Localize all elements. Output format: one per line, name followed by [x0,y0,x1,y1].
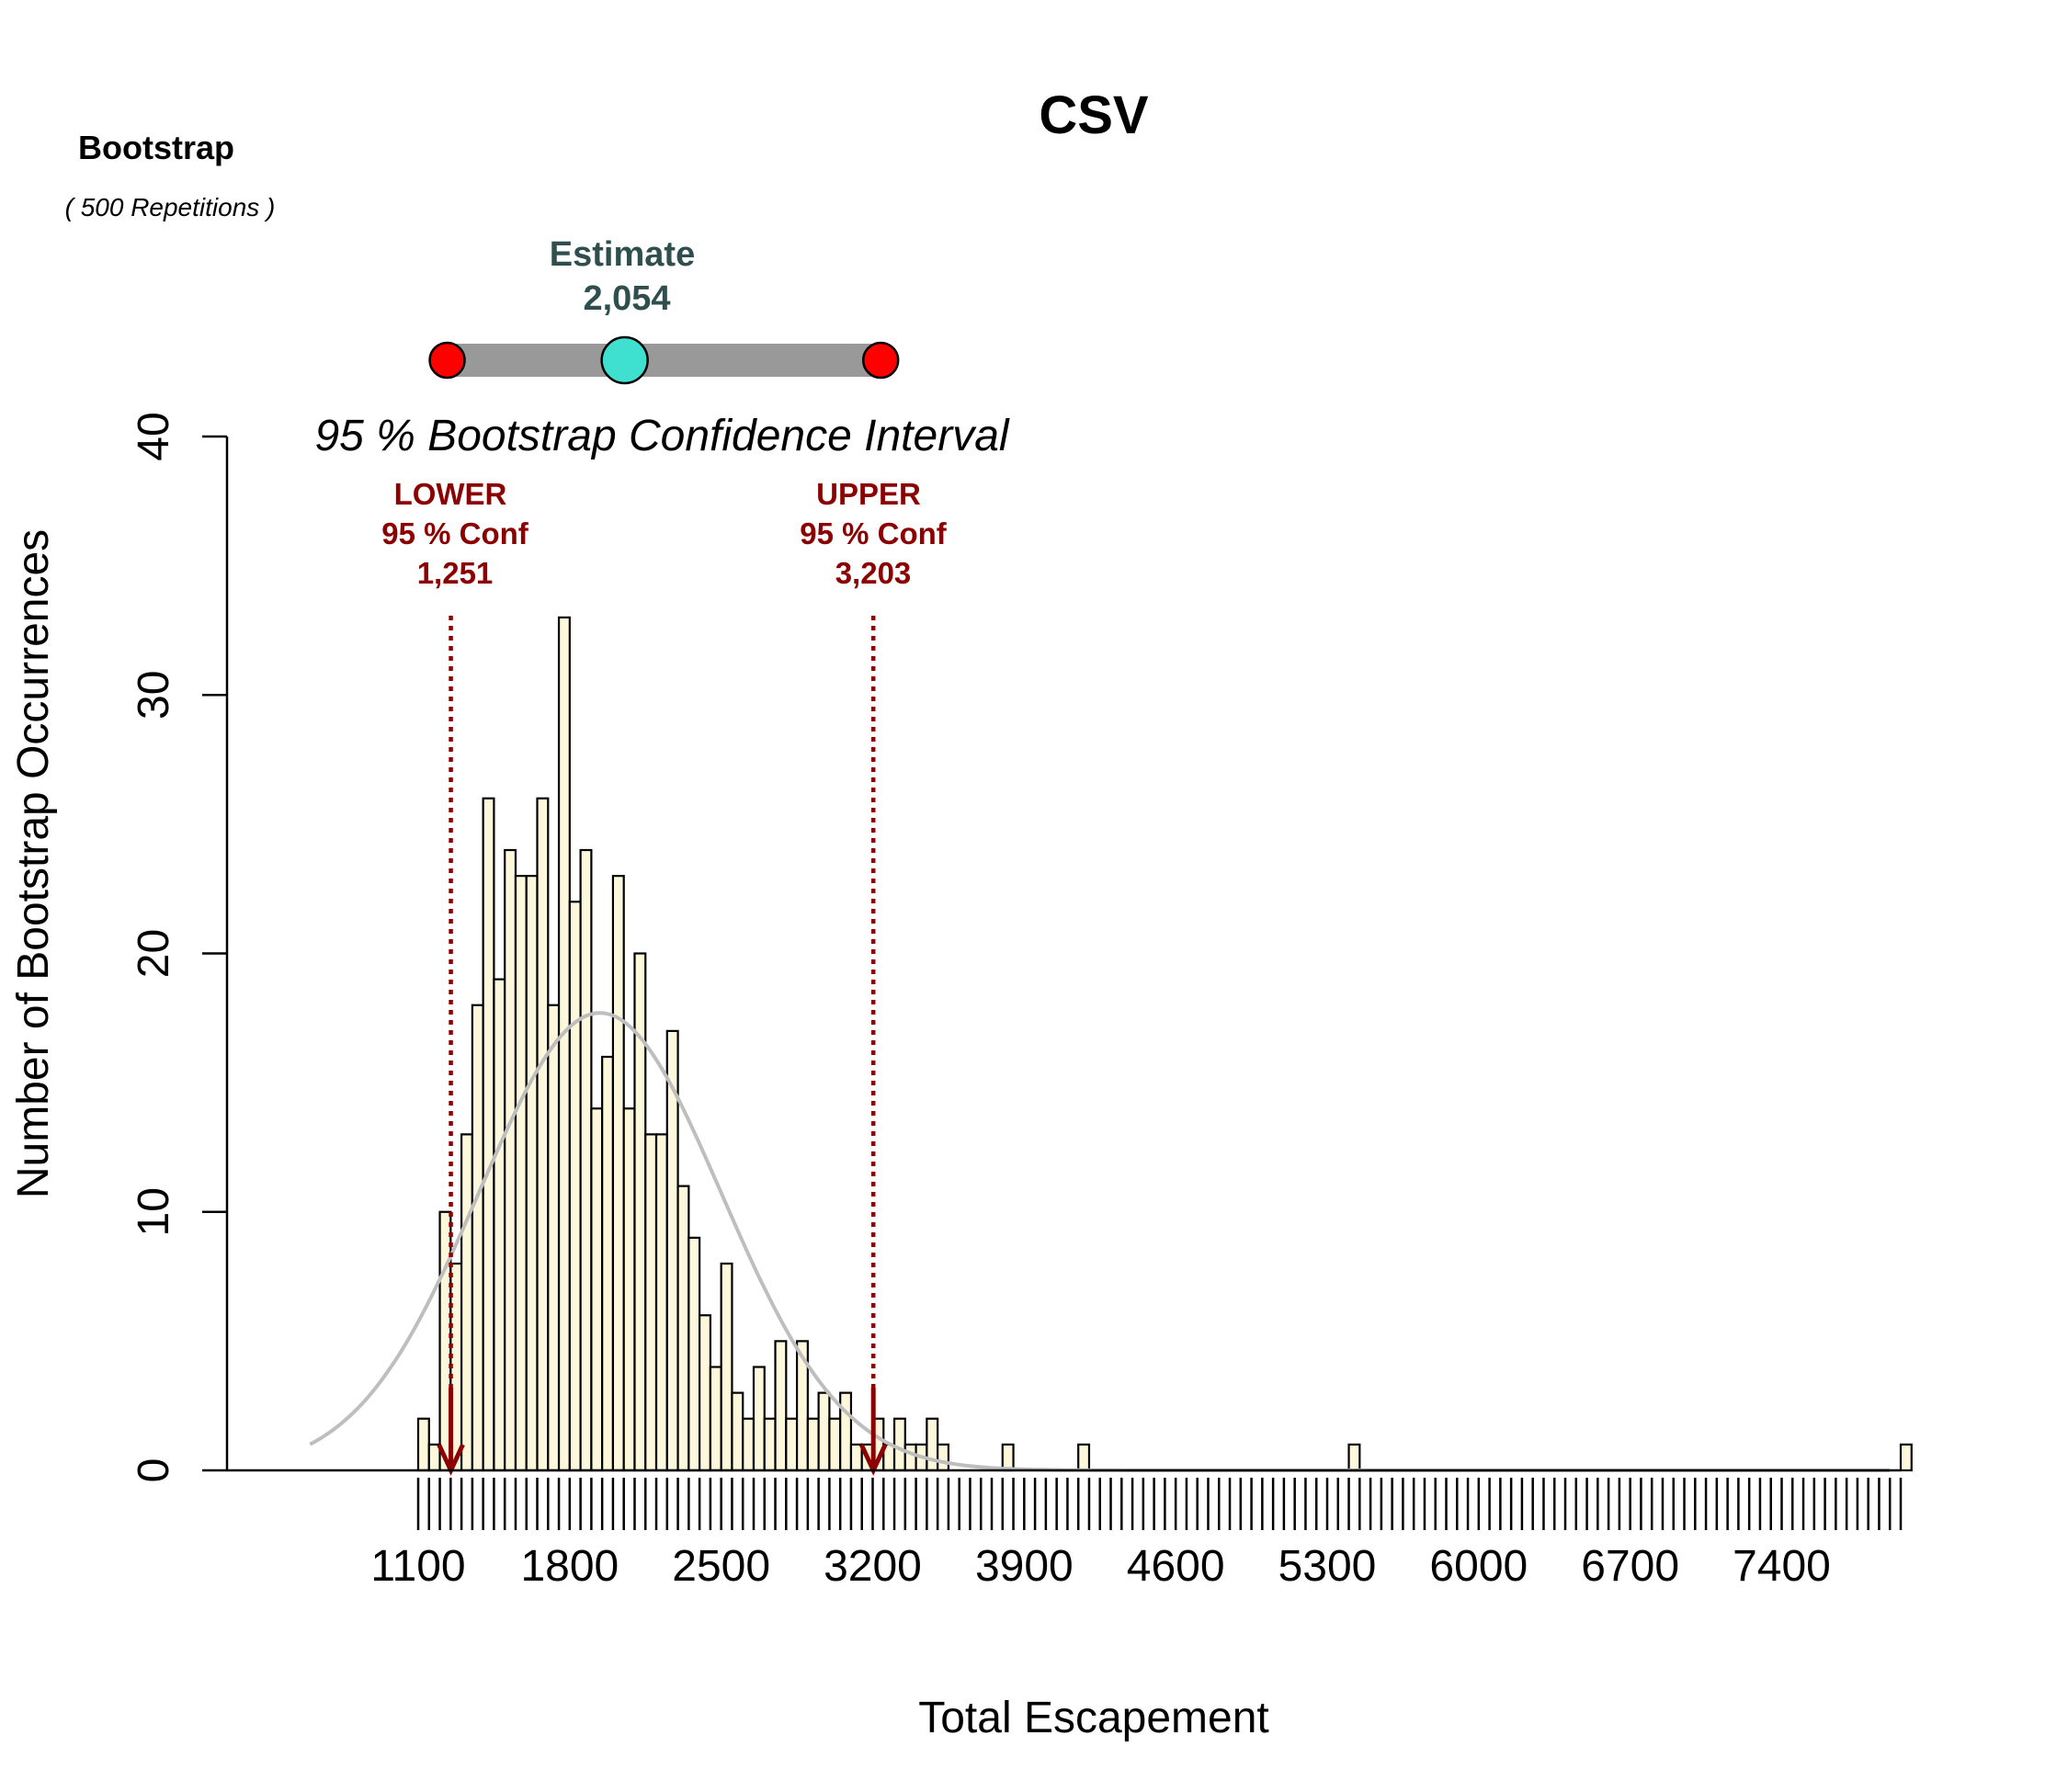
histogram-bar [504,848,517,1472]
histogram-bar [774,1340,788,1472]
chart-title: CSV [1039,85,1149,145]
x-tick-label: 4600 [1127,1542,1225,1591]
estimate-marker [600,335,649,385]
x-tick-label: 7400 [1733,1542,1831,1591]
histogram-bar [547,1004,561,1472]
histogram-bar [611,875,625,1472]
histogram-bar [839,1391,853,1472]
y-tick-label: 0 [130,1458,178,1483]
estimate-value: 2,054 [583,279,670,318]
y-axis: 0 10 20 30 40 [130,412,1901,1482]
histogram-bar [828,1417,842,1472]
histogram-bar [817,1391,831,1472]
histogram-bar [601,1055,615,1472]
histogram-bar [752,1366,766,1472]
x-tick-label: 6000 [1429,1542,1528,1591]
upper-conf-label: 95 % Conf [800,516,948,550]
x-tick-label: 3900 [975,1542,1074,1591]
histogram-bar [709,1366,722,1472]
bootstrap-title: Bootstrap [78,129,234,166]
histogram-bar [720,1262,733,1472]
histogram-bar [644,1133,658,1472]
histogram-bar [785,1417,799,1472]
histogram-bar [687,1236,701,1472]
histogram-bars [416,616,1913,1472]
histogram-bar [892,1417,906,1472]
histogram-bar [471,1004,484,1472]
histogram-bar [622,1107,636,1472]
x-tick-label: 5300 [1278,1542,1377,1591]
histogram-bar [676,1185,690,1472]
y-tick-label: 20 [130,929,178,978]
upper-endpoint-marker [861,341,900,380]
histogram-bar [536,797,550,1472]
x-tick-label: 1100 [370,1542,465,1591]
lower-endpoint-marker [428,341,466,380]
histogram-bar [654,1133,668,1472]
histogram-bar [849,1443,863,1472]
x-axis: 1100 1800 2500 3200 3900 4600 5300 6000 6700 7400 [370,1478,1903,1591]
lower-label: LOWER [394,477,507,511]
histogram-bar [568,901,582,1472]
x-tick-label: 3200 [824,1542,922,1591]
histogram-bar [590,1107,604,1472]
confidence-interval-bar [428,335,900,385]
confidence-interval-label: 95 % Bootstrap Confidence Interval [314,412,1009,460]
histogram-bar [763,1417,777,1472]
histogram-bar [525,875,539,1472]
histogram-bar [514,875,528,1472]
histogram-bar [1347,1443,1361,1472]
histogram-bar [1001,1443,1015,1472]
histogram-bar [557,616,571,1472]
histogram-bar [926,1417,939,1472]
estimate-label: Estimate [550,235,695,274]
y-tick-label: 10 [130,1187,178,1236]
upper-label: UPPER [816,477,921,511]
histogram-bar [416,1417,430,1472]
histogram-bar [731,1391,744,1472]
lower-value: 1,251 [417,556,494,590]
upper-value: 3,203 [835,556,912,590]
histogram-bar [806,1417,820,1472]
x-tick-label: 1800 [520,1542,619,1591]
histogram-bar [937,1443,950,1472]
lower-conf-label: 95 % Conf [381,516,529,550]
histogram-bar [579,848,593,1472]
histogram-bar [1077,1443,1091,1472]
y-tick-label: 30 [130,671,178,720]
repetitions-label: ( 500 Repetitions ) [65,193,276,221]
histogram-bar [742,1417,756,1472]
y-axis-label: Number of Bootstrap Occurrences [9,529,58,1198]
y-tick-label: 40 [130,412,178,460]
histogram-bar [1899,1443,1913,1472]
histogram-bar [903,1443,917,1472]
histogram-bar [482,797,495,1472]
histogram-bar [493,978,506,1472]
x-tick-label: 6700 [1581,1542,1679,1591]
x-axis-label: Total Escapement [918,1694,1269,1742]
histogram-bar [460,1133,473,1472]
histogram-bar [699,1314,711,1472]
x-tick-label: 2500 [672,1542,770,1591]
